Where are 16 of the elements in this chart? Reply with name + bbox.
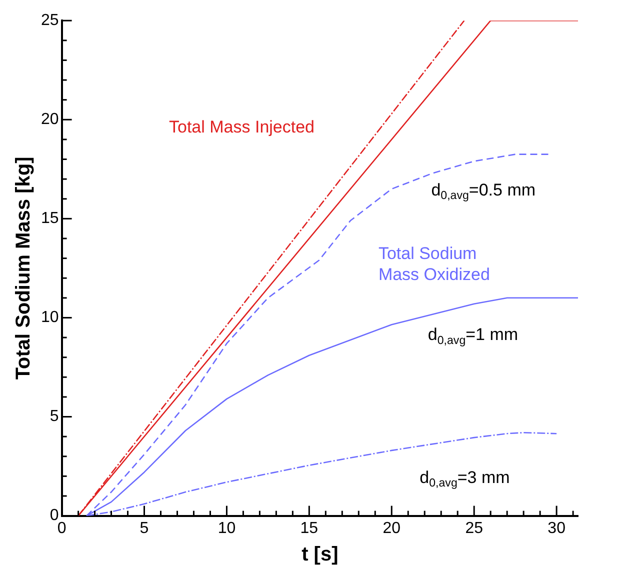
- y-tick-label: 0: [50, 507, 59, 524]
- x-tick-label: 10: [218, 520, 236, 537]
- annotation: Total Sodium Mass Oxidized: [378, 244, 490, 284]
- x-tick-label: 25: [465, 520, 484, 537]
- y-tick-label: 20: [41, 111, 59, 128]
- x-tick-label: 5: [140, 520, 149, 537]
- x-axis-title: t [s]: [302, 544, 338, 566]
- y-tick-label: 25: [41, 12, 59, 30]
- x-tick-label: 20: [382, 520, 401, 537]
- text: Total Mass Injected: [168, 117, 315, 136]
- y-tick-label: 5: [50, 408, 59, 426]
- x-tick-label: 15: [300, 520, 318, 537]
- y-tick-label: 15: [41, 210, 59, 228]
- y-axis-title: Total Sodium Mass [kg]: [12, 156, 35, 380]
- x-tick-label: 30: [548, 520, 566, 537]
- y-tick-label: 10: [41, 309, 59, 326]
